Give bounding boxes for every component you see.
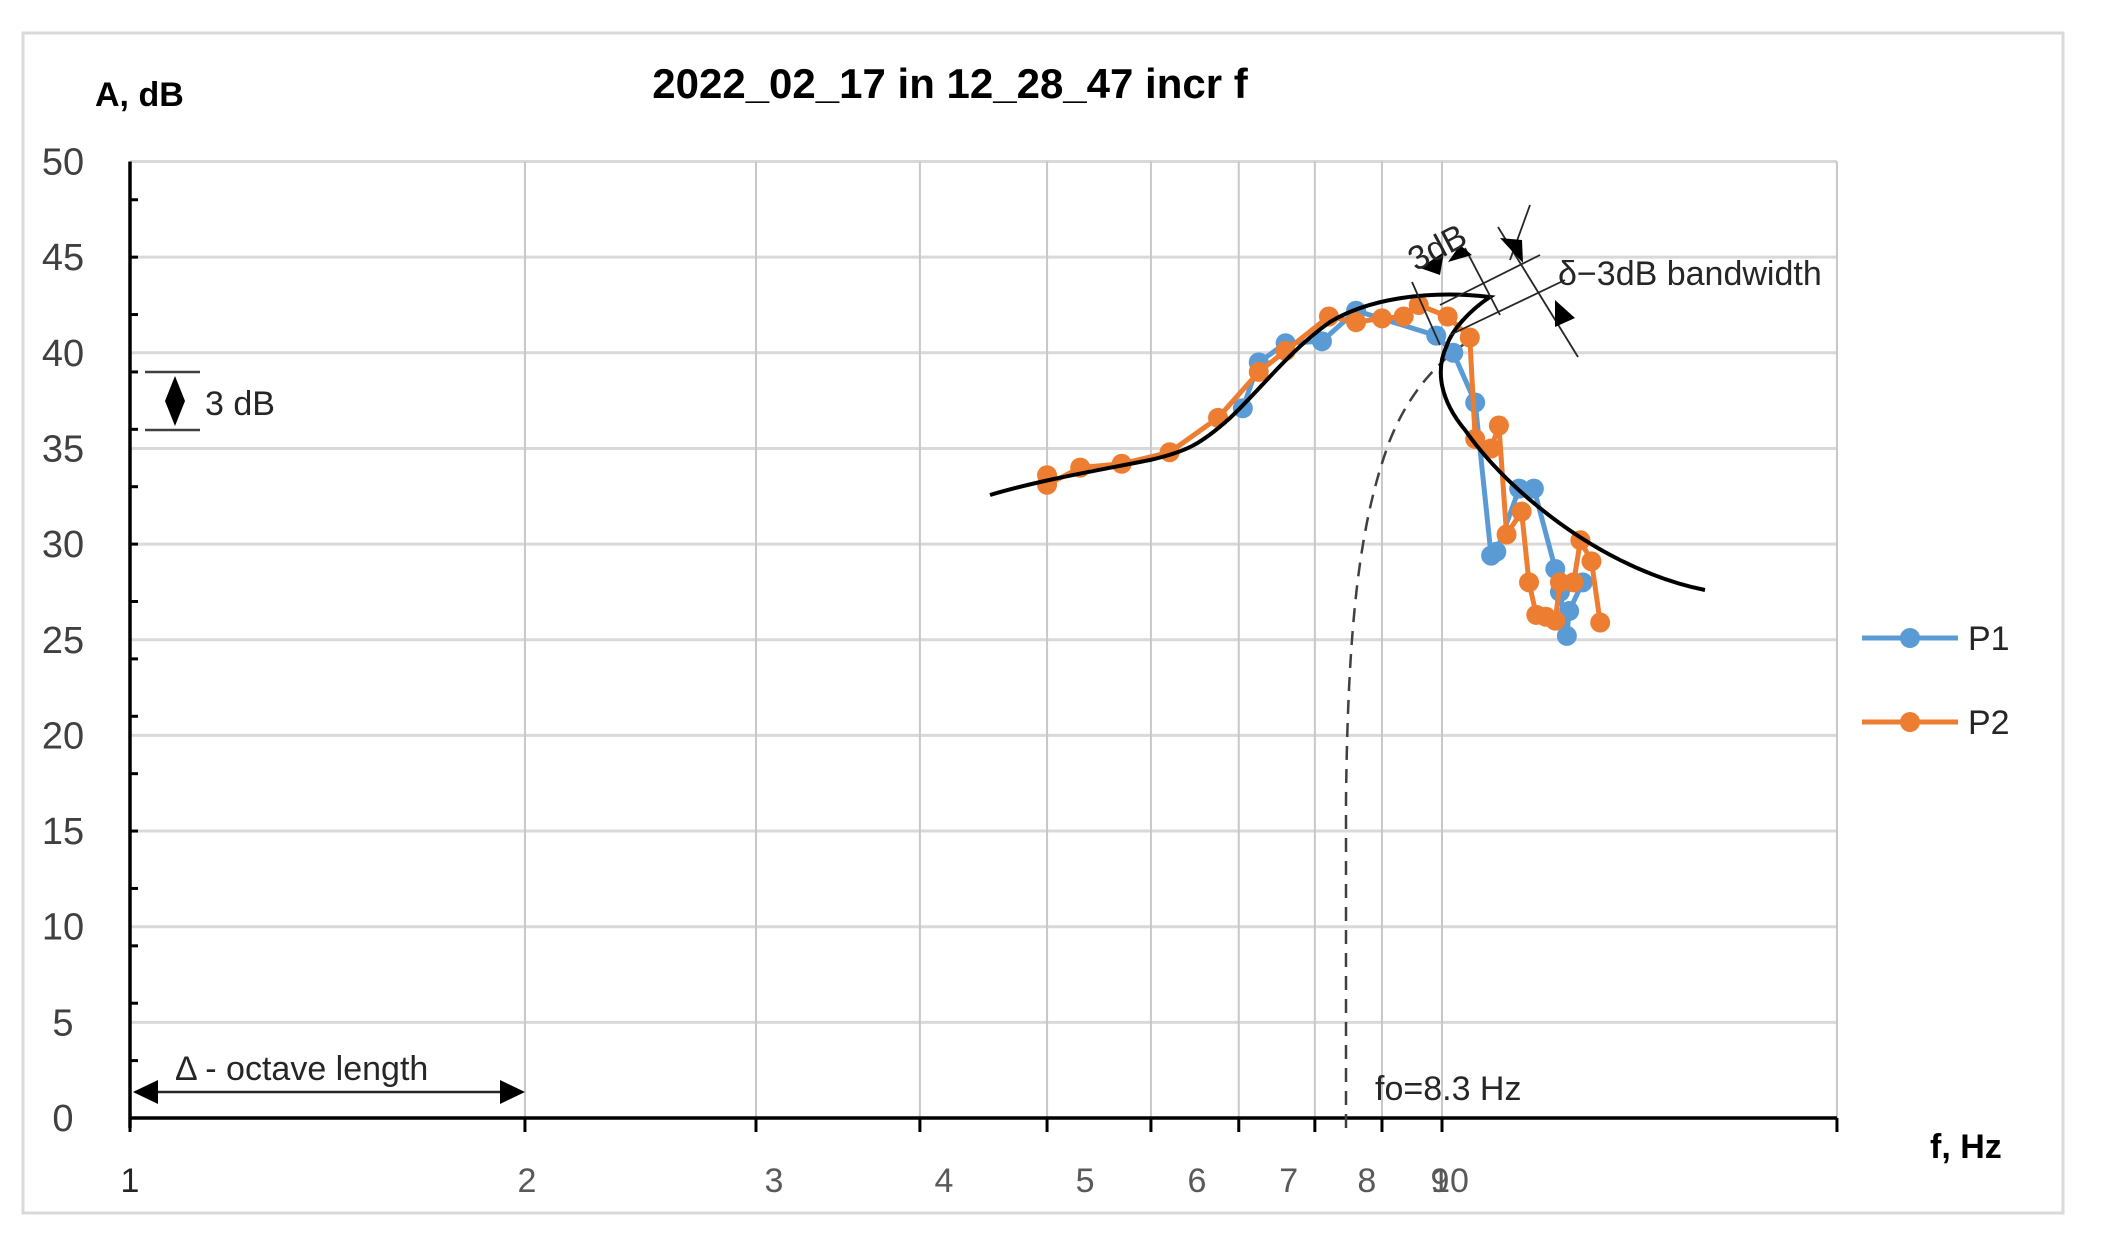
chart-title: 2022_02_17 in 12_28_47 incr f [652,60,1248,107]
x-tick-label: 6 [1187,1162,1206,1200]
x-tick-label: 1 [121,1162,140,1200]
data-point [1371,308,1392,329]
data-point [1393,306,1414,327]
data-point [1581,551,1602,572]
data-point [1545,610,1566,631]
chart-frame [21,31,2065,1215]
bandwidth-annotation: 3dB δ−3dB bandwidth [1402,204,1822,358]
octave-length-label: Δ - octave length [175,1050,428,1088]
y-axis-title: A, dB [95,76,184,114]
bandwidth-label: δ−3dB bandwidth [1558,255,1822,293]
y-tick-label: 15 [42,811,84,853]
data-point [1556,625,1577,646]
x-tick-label: 3 [765,1162,784,1200]
legend-item-p1: P1 [1862,620,2010,658]
arrow-icon [1500,238,1523,263]
data-point [1481,438,1502,459]
y-tick-label: 40 [42,333,84,375]
data-point [1523,478,1544,499]
x-tick-label: 4 [934,1162,953,1200]
data-point [1443,342,1464,363]
data-point [1496,524,1517,545]
x-tick-labels: 1 2 3 4 5 6 7 8 910 [121,1162,1469,1200]
arrow-right-icon [500,1080,525,1104]
legend-label-p2: P2 [1968,704,2010,742]
data-point [1459,327,1480,348]
three-db-scale-marker: 3 dB [145,370,275,432]
y-tick-label: 25 [42,620,84,662]
x-tick-label: 8 [1357,1162,1376,1200]
x-tick-label: 2 [517,1162,536,1200]
x-tick-label: 9 [1431,1162,1450,1200]
data-point [1248,361,1269,382]
y-tick-label: 50 [42,142,84,184]
diamond-arrow-icon [165,376,185,426]
arrow-icon [1448,245,1472,262]
data-point [1519,572,1540,593]
data-point [1311,331,1332,352]
axes [128,161,1839,1132]
y-tick-label: 20 [42,715,84,757]
y-tick-label: 45 [42,237,84,279]
data-point [1549,572,1570,593]
y-tick-label: 5 [52,1002,73,1044]
legend-item-p2: P2 [1862,704,2010,742]
arrow-icon [1555,300,1575,327]
data-point [1563,572,1584,593]
y-tick-label: 10 [42,907,84,949]
data-point [1488,415,1509,436]
arrow-icon [1420,252,1444,275]
arrow-left-icon [133,1080,158,1104]
y-tick-labels: 0 5 10 15 20 25 30 35 40 45 50 [42,142,84,1141]
y-tick-label: 0 [52,1098,73,1140]
y-tick-label: 30 [42,524,84,566]
data-point [1232,398,1253,419]
legend: P1 P2 [1862,620,2010,742]
data-point [1346,312,1367,333]
x-tick-label: 5 [1076,1162,1095,1200]
y-tick-label: 35 [42,428,84,470]
resonance-fit-curve [989,292,1706,592]
x-tick-label: 7 [1279,1162,1298,1200]
grid-lines [130,160,1838,1118]
backbone-dashed-curve [1344,338,1471,1128]
x-tick-label: 10 [1431,1162,1469,1200]
x-axis-title: f, Hz [1930,1128,2002,1166]
octave-length-arrow: Δ - octave length [133,1050,525,1104]
data-point [1511,501,1532,522]
data-point [1590,612,1611,633]
fo-label: fo=8.3 Hz [1375,1070,1521,1108]
data-point [1486,541,1507,562]
three-db-marker-label: 3 dB [205,385,275,423]
data-point [1437,306,1458,327]
legend-label-p1: P1 [1968,620,2010,658]
